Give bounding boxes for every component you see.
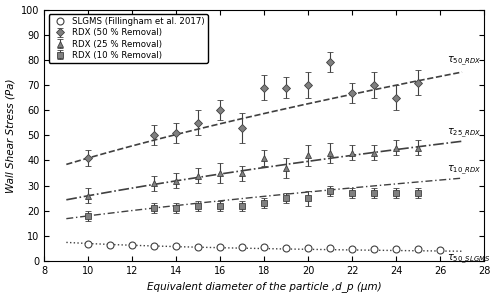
Text: $\tau_{50\_SLGMS}$: $\tau_{50\_SLGMS}$ <box>446 252 490 266</box>
SLGMS (Fillingham et al. 2017) <box>152 244 158 247</box>
X-axis label: Equivalent diameter of the particle ,d_p (μm): Equivalent diameter of the particle ,d_p… <box>147 282 382 292</box>
SLGMS (Fillingham et al. 2017) <box>130 243 136 246</box>
Legend: SLGMS (Fillingham et al. 2017), RDX (50 % Removal), RDX (25 % Removal), RDX (10 : SLGMS (Fillingham et al. 2017), RDX (50 … <box>48 14 208 63</box>
SLGMS (Fillingham et al. 2017) <box>217 245 223 248</box>
SLGMS (Fillingham et al. 2017) <box>195 245 201 248</box>
SLGMS (Fillingham et al. 2017) <box>349 247 355 250</box>
SLGMS (Fillingham et al. 2017) <box>108 243 114 246</box>
SLGMS (Fillingham et al. 2017) <box>305 246 311 250</box>
Text: $\tau_{25\_RDX}$: $\tau_{25\_RDX}$ <box>446 127 482 140</box>
Y-axis label: Wall Shear Stress (Pa): Wall Shear Stress (Pa) <box>6 78 16 193</box>
SLGMS (Fillingham et al. 2017) <box>239 245 245 249</box>
SLGMS (Fillingham et al. 2017) <box>283 246 289 250</box>
SLGMS (Fillingham et al. 2017) <box>261 246 267 249</box>
SLGMS (Fillingham et al. 2017) <box>86 242 91 245</box>
SLGMS (Fillingham et al. 2017) <box>393 247 399 251</box>
Text: $\tau_{10\_RDX}$: $\tau_{10\_RDX}$ <box>446 164 482 177</box>
SLGMS (Fillingham et al. 2017) <box>327 246 333 250</box>
SLGMS (Fillingham et al. 2017) <box>437 248 443 252</box>
SLGMS (Fillingham et al. 2017) <box>371 247 377 251</box>
Text: $\tau_{50\_RDX}$: $\tau_{50\_RDX}$ <box>446 55 482 68</box>
SLGMS (Fillingham et al. 2017) <box>174 244 180 248</box>
Line: SLGMS (Fillingham et al. 2017): SLGMS (Fillingham et al. 2017) <box>85 240 444 253</box>
SLGMS (Fillingham et al. 2017) <box>415 248 421 251</box>
